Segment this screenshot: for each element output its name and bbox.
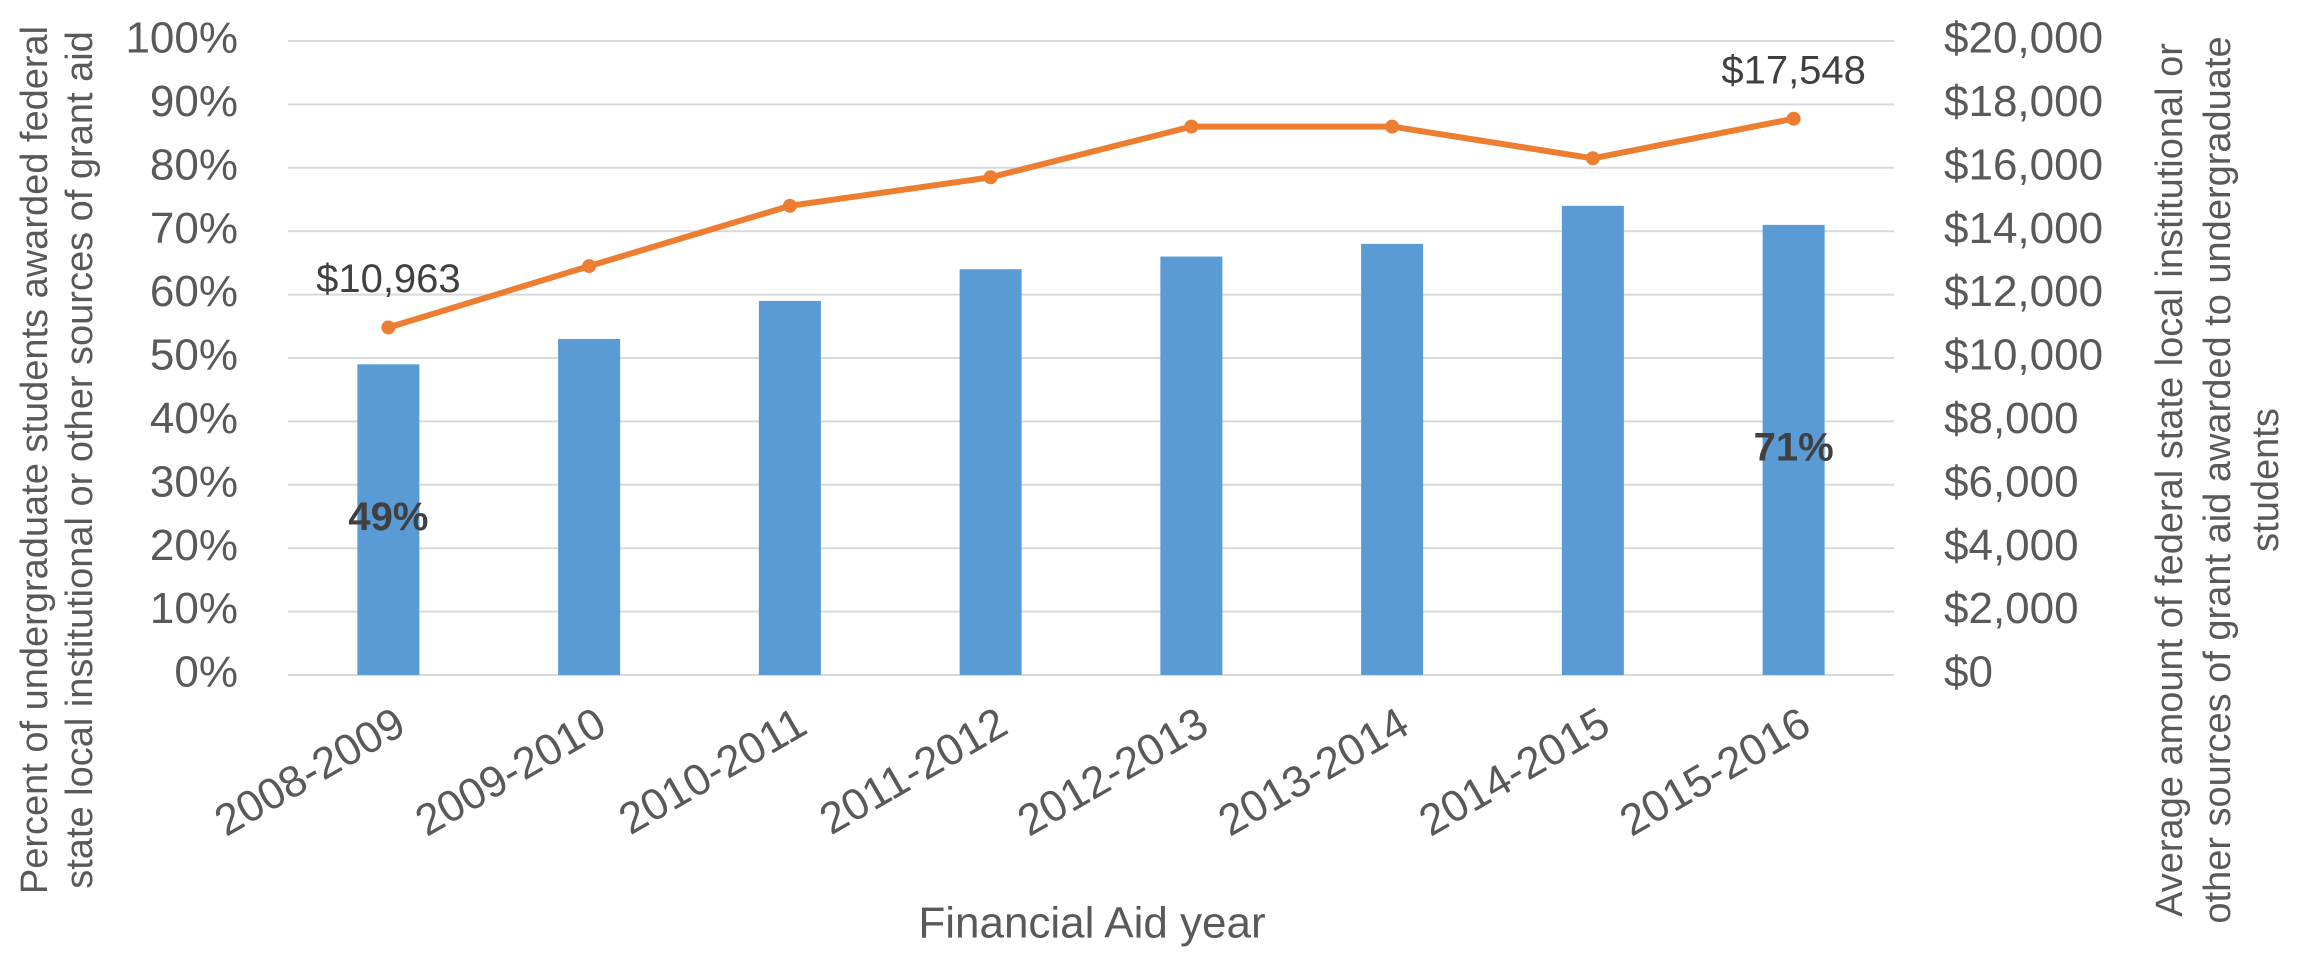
x-tick-label: 2013-2014 — [1210, 698, 1417, 846]
data-label: $10,963 — [316, 257, 461, 301]
line-point — [1184, 119, 1199, 134]
bar — [1762, 224, 1825, 676]
bar — [558, 338, 621, 675]
y-tick-label: 50% — [150, 331, 238, 380]
x-tick-label: 2010-2011 — [611, 698, 815, 844]
y-tick-label: 70% — [150, 204, 238, 253]
line-point — [1385, 119, 1400, 134]
line-point — [983, 170, 998, 185]
data-label: 71% — [1754, 425, 1834, 469]
bar — [959, 269, 1022, 675]
y2-tick-label: $6,000 — [1944, 457, 2079, 506]
x-tick-label: 2014-2015 — [1411, 698, 1618, 846]
x-tick-label: 2015-2016 — [1612, 698, 1819, 846]
line-point — [381, 320, 396, 335]
y-tick-label: 60% — [150, 267, 238, 316]
y2-tick-label: $10,000 — [1944, 331, 2103, 380]
y-tick-label: 10% — [150, 584, 238, 633]
x-axis-title: Financial Aid year — [918, 899, 1265, 948]
y2-axis-title: students — [2245, 408, 2287, 552]
y2-tick-label: $8,000 — [1944, 394, 2079, 443]
bar — [357, 364, 420, 675]
x-tick-label: 2009-2010 — [407, 698, 614, 846]
bar — [1160, 256, 1223, 675]
bar — [758, 300, 821, 675]
y2-tick-label: $14,000 — [1944, 204, 2103, 253]
y2-tick-label: $18,000 — [1944, 77, 2103, 126]
y2-tick-label: $20,000 — [1944, 14, 2103, 63]
y-axis-title: Percent of undergraduate students awarde… — [14, 26, 56, 894]
y2-tick-label: $16,000 — [1944, 140, 2103, 189]
y-axis-title: state local institutional or other sourc… — [59, 31, 101, 889]
y-tick-label: 90% — [150, 77, 238, 126]
bar — [1361, 243, 1424, 675]
y-tick-label: 40% — [150, 394, 238, 443]
y-tick-label: 80% — [150, 140, 238, 189]
line — [387, 115, 1795, 331]
y2-axis-title: Average amount of federal state local in… — [2149, 43, 2191, 917]
y2-tick-label: $0 — [1944, 648, 1993, 697]
line-point — [582, 259, 597, 274]
x-tick-label: 2012-2013 — [1009, 698, 1216, 846]
line-point — [1786, 111, 1801, 126]
y-tick-label: 20% — [150, 521, 238, 570]
line-point — [782, 198, 797, 213]
y2-tick-label: $4,000 — [1944, 521, 2079, 570]
data-label: $17,548 — [1721, 48, 1866, 92]
bar — [1561, 205, 1624, 675]
x-tick-label: 2008-2009 — [206, 698, 413, 846]
y2-tick-label: $12,000 — [1944, 267, 2103, 316]
y2-tick-label: $2,000 — [1944, 584, 2079, 633]
y-tick-label: 100% — [125, 14, 238, 63]
line-point — [1585, 151, 1600, 166]
data-label: 49% — [348, 495, 428, 539]
x-tick-label: 2011-2012 — [812, 698, 1016, 844]
y2-axis-title: other sources of grant aid awarded to un… — [2197, 36, 2239, 923]
y-tick-label: 30% — [150, 457, 238, 506]
y-tick-label: 0% — [174, 648, 238, 697]
